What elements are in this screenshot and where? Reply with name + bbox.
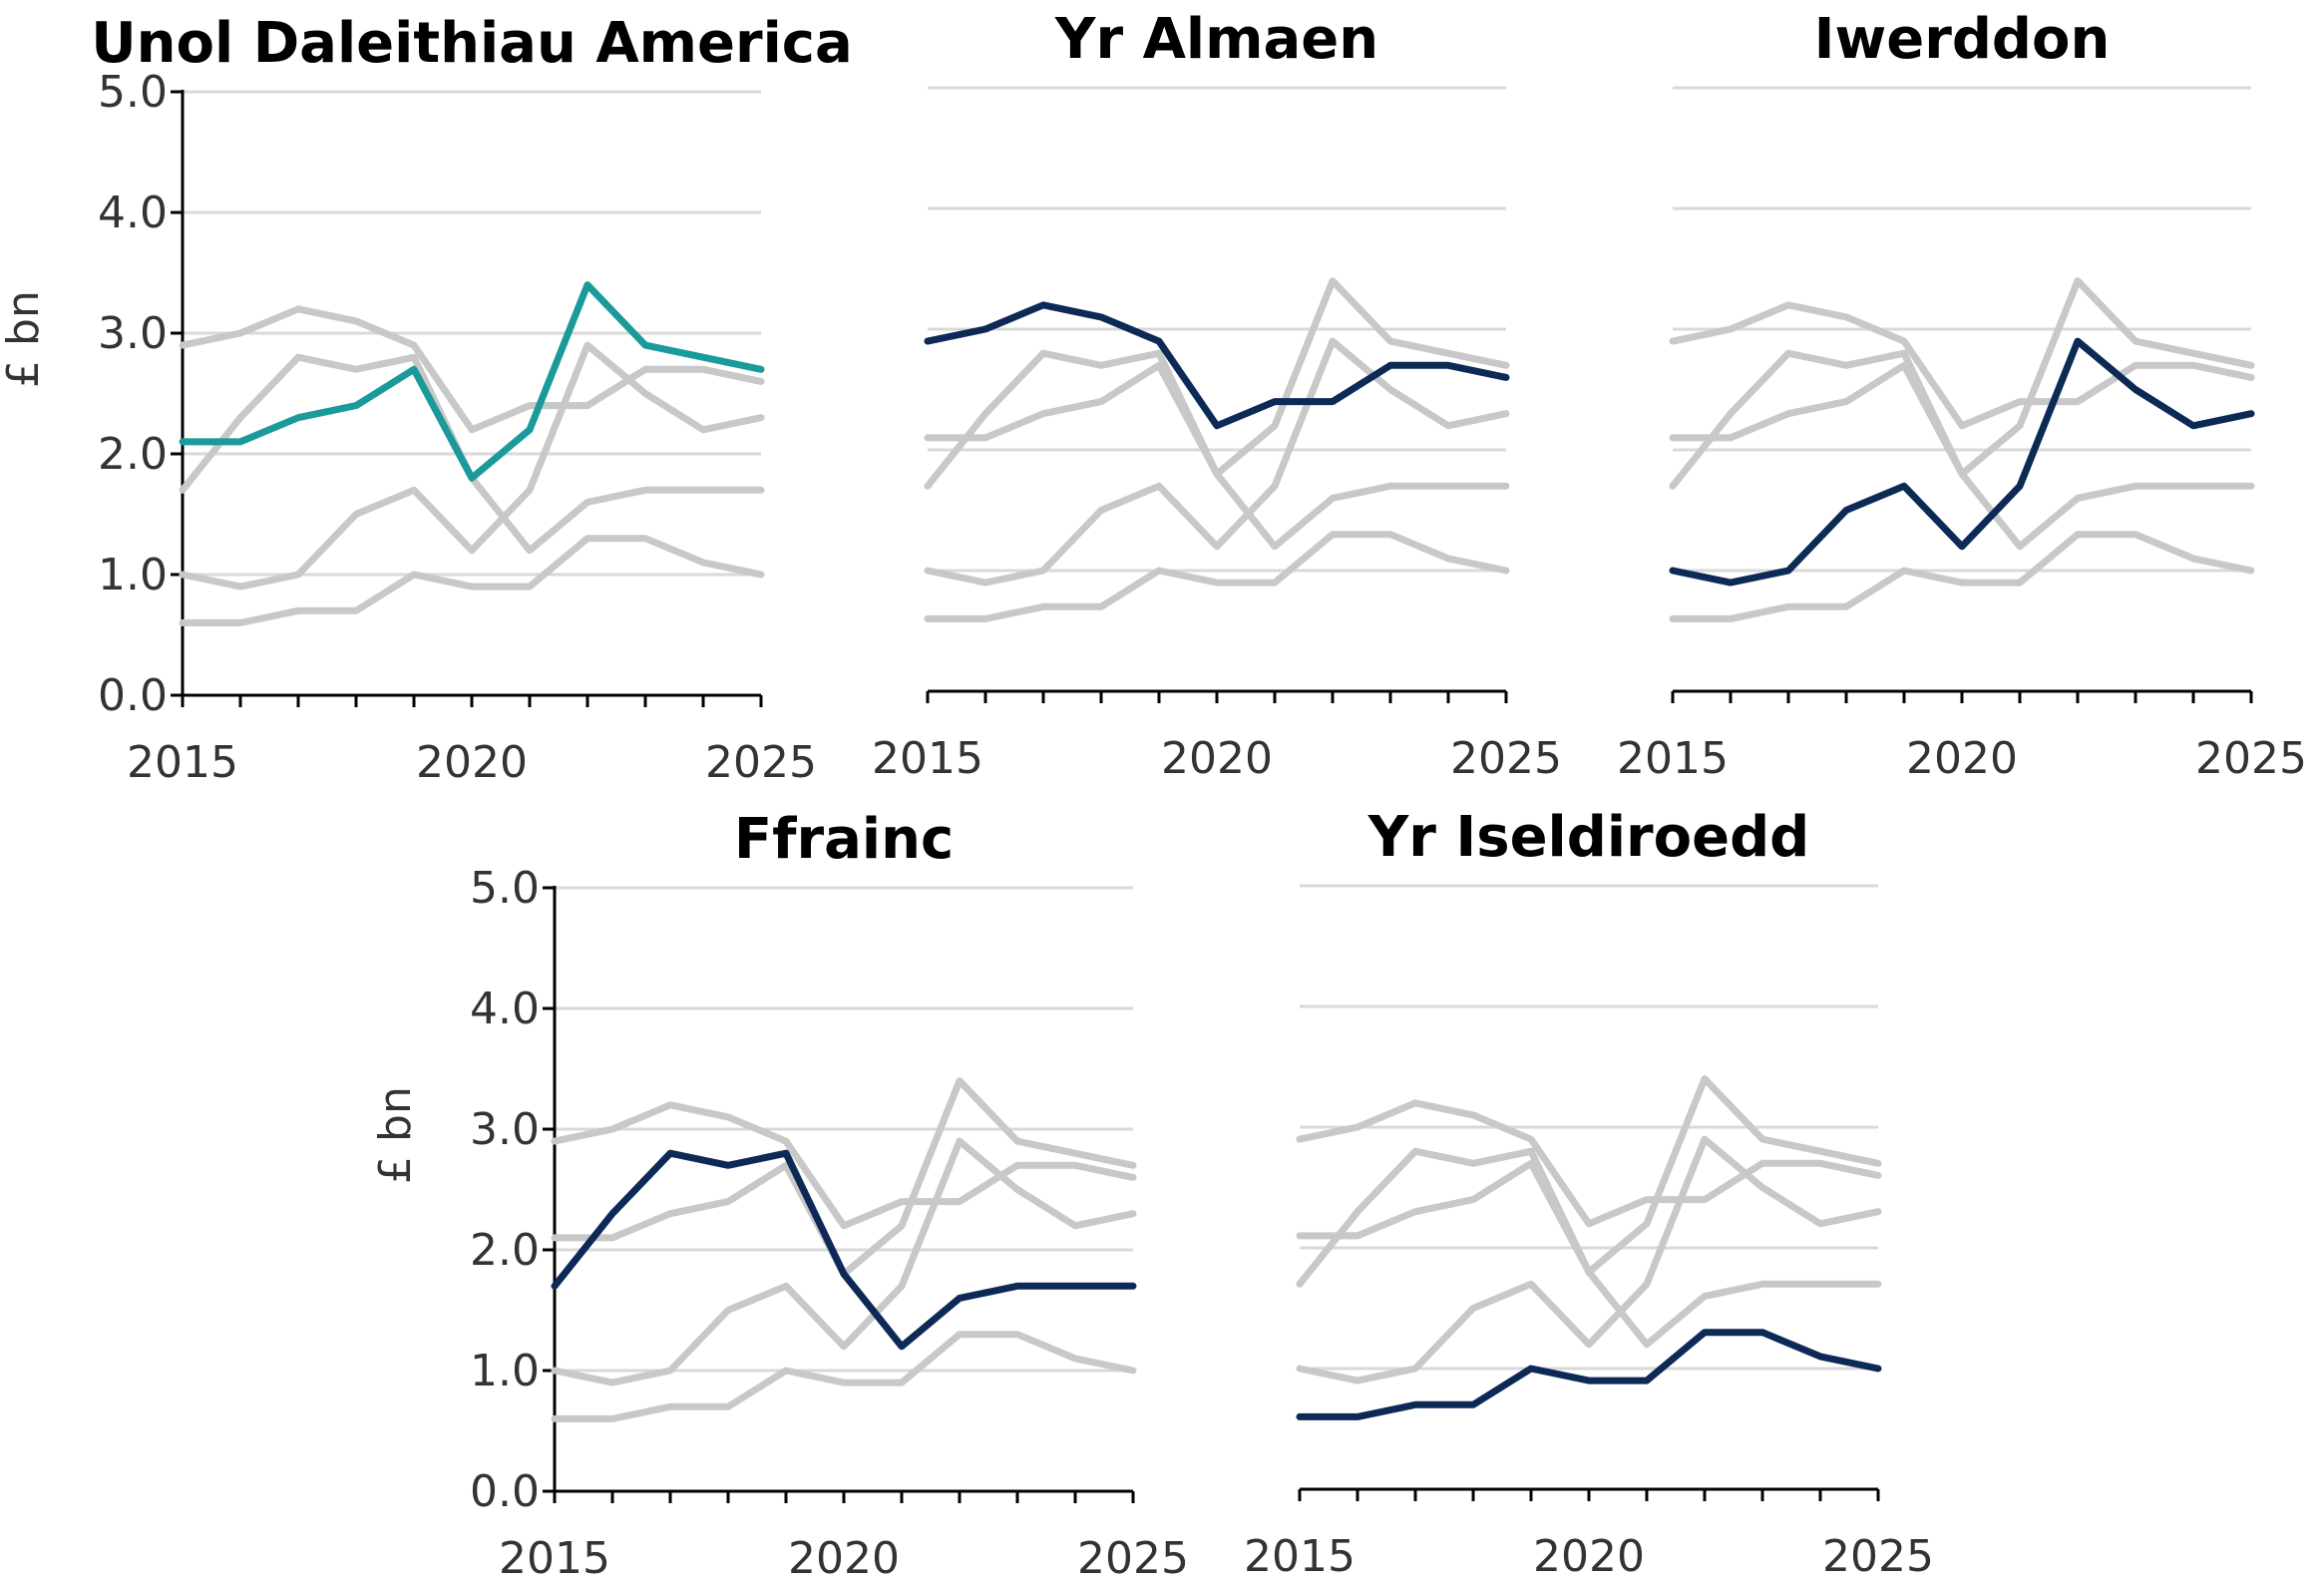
series-line-context: [179, 305, 765, 434]
series-line-context: [1296, 1075, 1882, 1276]
x-tick-label: 2015: [872, 733, 983, 784]
series-line-context: [924, 337, 1510, 587]
series-line-context: [924, 349, 1510, 551]
y-tick-label: 1.0: [470, 1346, 540, 1396]
series-line-context: [1296, 1099, 1882, 1228]
y-axis-label: £ bn: [370, 1086, 421, 1184]
series-line-context: [551, 1077, 1137, 1278]
panel-3: Iwerddon 2015 2020 2025: [1617, 7, 2307, 784]
series-line-context: [551, 1101, 1137, 1230]
series-line-highlight: [551, 1149, 1137, 1351]
x-tick-label: 2020: [1161, 733, 1273, 784]
y-tick-label: 3.0: [98, 308, 168, 359]
x-tick-label: 2020: [1533, 1531, 1645, 1582]
series-line-context: [1669, 301, 2255, 430]
x-tick-label: 2025: [705, 737, 817, 788]
panel-2: Yr Almaen 2015 2020 2025: [872, 7, 1562, 784]
x-tick-label: 2025: [1077, 1533, 1189, 1584]
series-line-context: [551, 1331, 1137, 1422]
x-tick-label: 2025: [2195, 733, 2307, 784]
series-line-context: [551, 1137, 1137, 1387]
series-line-context: [1296, 1135, 1882, 1385]
y-tick-label: 3.0: [470, 1104, 540, 1155]
x-tick-label: 2015: [127, 737, 238, 788]
x-tick-label: 2025: [1450, 733, 1562, 784]
x-tick-label: 2025: [1822, 1531, 1934, 1582]
panel-5: Yr Iseldiroedd 2015 2020 2025: [1244, 805, 1934, 1582]
series-line-context: [924, 531, 1510, 622]
y-tick-label: 2.0: [98, 429, 168, 480]
series-line-highlight: [1296, 1329, 1882, 1420]
y-tick-label: 1.0: [98, 550, 168, 600]
series-line-highlight: [924, 301, 1510, 430]
panel-4: Ffrainc 0.0 1.0 2.0 3.0 4.0 5.0 £ bn 2015 2020 202…: [370, 807, 1189, 1584]
panel-title: Ffrainc: [734, 807, 954, 872]
panel-title: Unol Daleithiau America: [91, 11, 853, 76]
series-line-context: [1669, 531, 2255, 622]
series-line-context: [1669, 277, 2255, 478]
panel-title: Yr Iseldiroedd: [1367, 805, 1810, 870]
series-line-context: [1296, 1147, 1882, 1349]
x-tick-label: 2015: [499, 1533, 610, 1584]
panel-title: Yr Almaen: [1054, 7, 1378, 72]
y-tick-label: 5.0: [470, 863, 540, 914]
series-line-context: [179, 535, 765, 626]
y-tick-label: 4.0: [98, 188, 168, 238]
y-tick-label: 5.0: [98, 67, 168, 118]
y-tick-label: 0.0: [98, 670, 168, 721]
y-tick-label: 2.0: [470, 1225, 540, 1276]
x-tick-label: 2020: [1906, 733, 2018, 784]
x-tick-label: 2020: [788, 1533, 900, 1584]
x-tick-label: 2015: [1244, 1531, 1356, 1582]
series-line-context: [179, 341, 765, 591]
series-line-highlight: [1669, 337, 2255, 587]
series-line-highlight: [179, 281, 765, 482]
panel-1: Unol Daleithiau America 0.0 1.0 2.0 3.0 4.0 5.…: [0, 11, 853, 788]
y-axis-label: £ bn: [0, 290, 49, 388]
x-tick-label: 2020: [416, 737, 528, 788]
panel-title: Iwerddon: [1814, 7, 2111, 72]
x-tick-label: 2015: [1617, 733, 1729, 784]
y-tick-label: 0.0: [470, 1466, 540, 1517]
series-line-context: [1669, 349, 2255, 551]
series-line-context: [924, 277, 1510, 478]
y-tick-label: 4.0: [470, 984, 540, 1034]
